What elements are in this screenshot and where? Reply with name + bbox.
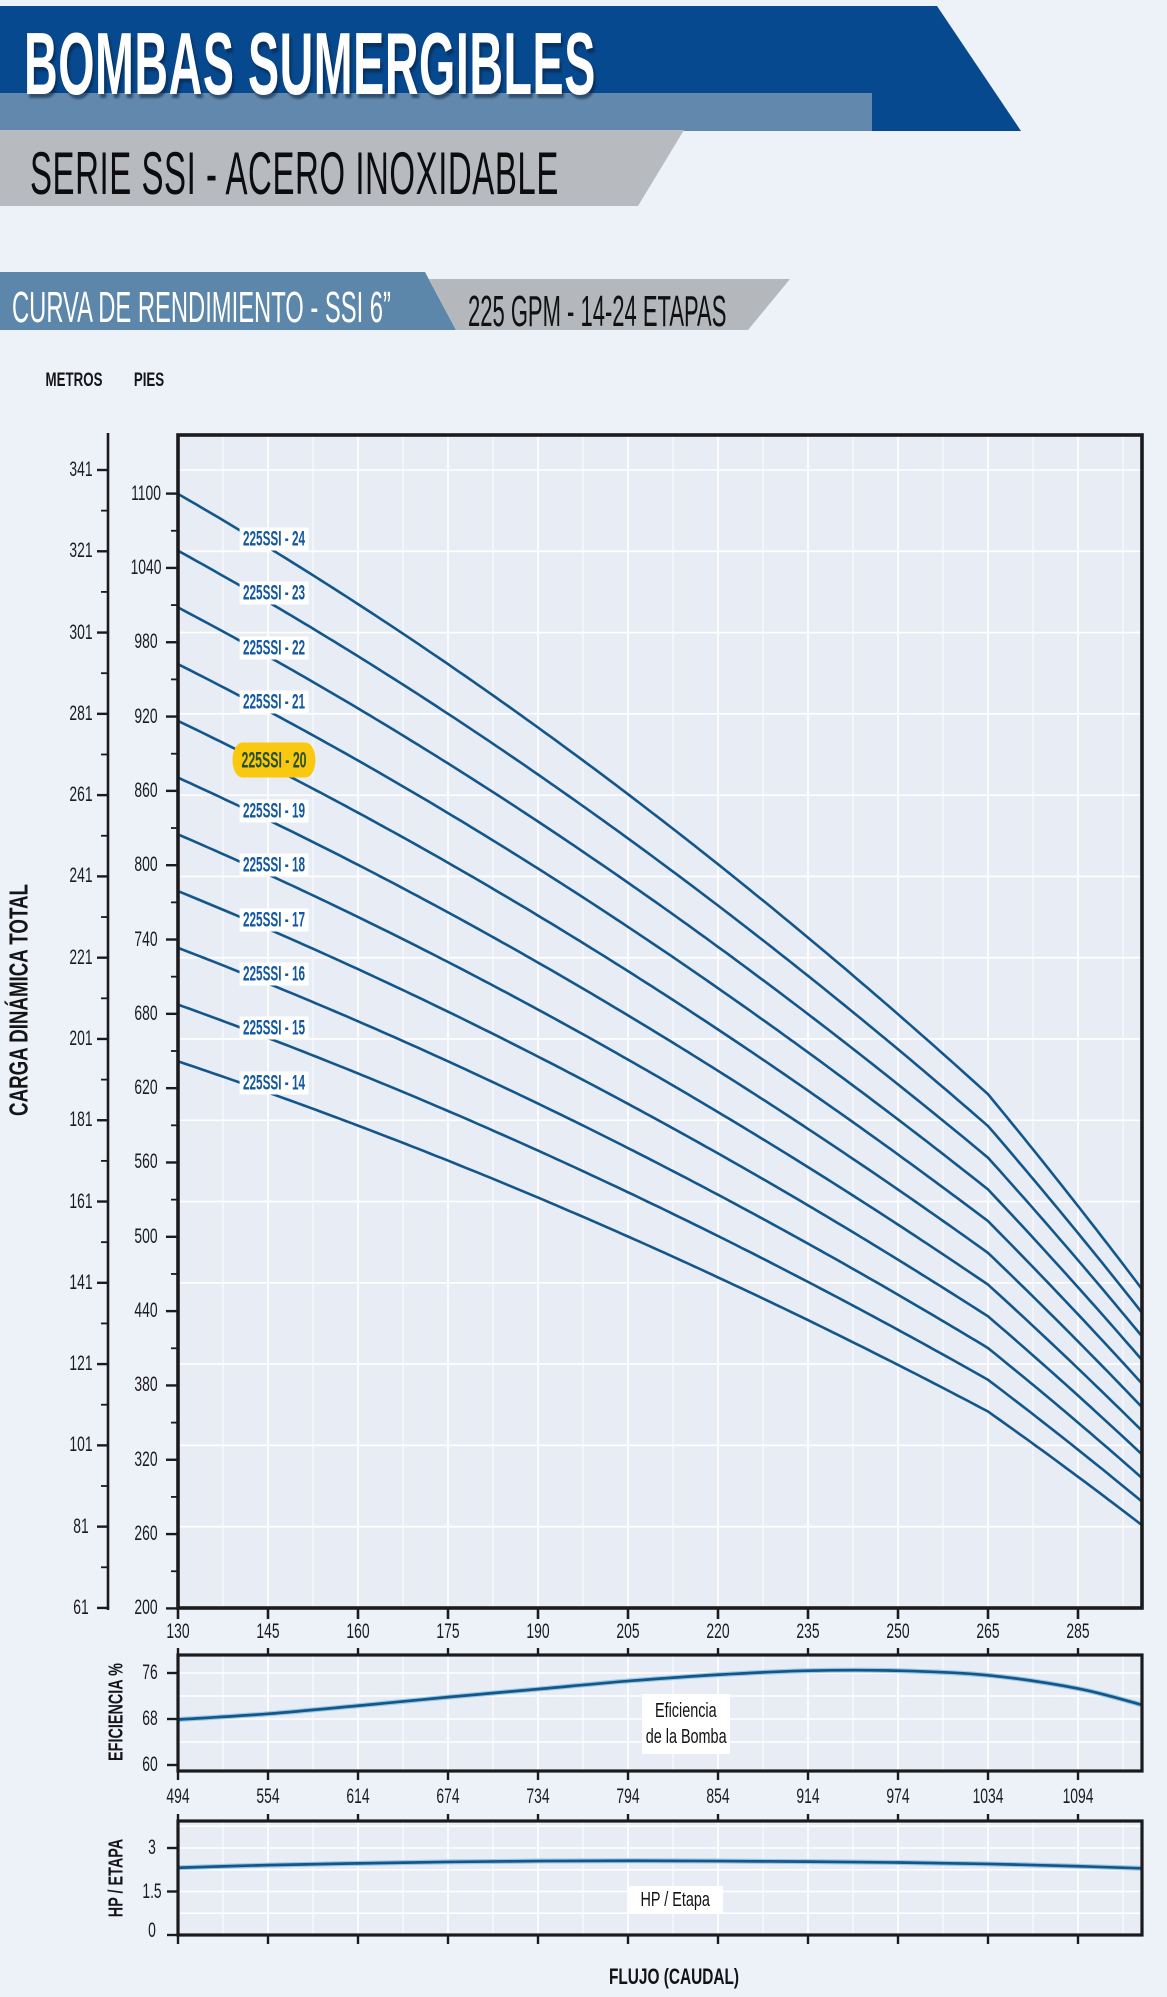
page-subtitle: SERIE SSI - ACERO INOXIDABLE [30,140,559,207]
gpm-tick-label: 145 [256,1620,280,1643]
section-range: 225 GPM - 14-24 ETAPAS [468,287,727,336]
curve-label-20: 225SSI - 20 [232,742,316,778]
header-banner-gray [0,130,684,206]
lpm-tick-label: 554 [256,1785,280,1808]
pies-tick-label: 800 [134,853,158,877]
gpm-tick-label: 130 [166,1620,190,1643]
hp-caption-text: HP / Etapa [640,1889,710,1911]
pies-tick-label: 920 [134,704,158,728]
metros-tick-label: 101 [69,1433,93,1457]
metros-tick-label: 321 [69,539,93,563]
curve-label-15: 225SSI - 15 [239,1016,309,1040]
lpm-tick-label: 974 [886,1785,910,1808]
pies-tick-label: 200 [134,1596,158,1620]
metros-tick-label: 281 [69,701,93,725]
curve-label-24: 225SSI - 24 [239,527,309,551]
main-y-axis-title: CARGA DINÁMICA TOTAL [3,884,34,1116]
metros-tick-label: 181 [69,1108,93,1132]
pies-tick-label: 260 [134,1522,158,1546]
pies-tick-label: 380 [134,1373,158,1397]
metros-tick-label: 341 [69,458,93,481]
metros-tick-label: 141 [69,1270,93,1294]
lpm-tick-label: 1034 [972,1785,1004,1808]
efficiency-caption: Eficiencia de la Bomba [642,1694,730,1754]
metros-tick-label: 61 [73,1595,89,1619]
gpm-tick-label: 220 [706,1620,730,1643]
pies-tick-label: 620 [134,1076,158,1100]
pies-tick-label: 440 [134,1299,158,1323]
page-title: BOMBAS SUMERGIBLES [24,14,596,113]
eff-y-tick-label: 76 [142,1661,158,1684]
curve-label-16: 225SSI - 16 [239,962,309,986]
curve-label-17: 225SSI - 17 [239,908,309,932]
gpm-tick-label: 235 [796,1620,820,1643]
pies-tick-label: 560 [134,1150,158,1174]
curve-label-23: 225SSI - 23 [239,581,309,605]
eff-y-tick-label: 60 [142,1753,158,1776]
metros-tick-label: 241 [69,864,93,888]
metros-tick-label: 121 [69,1352,93,1376]
section-banner-blue [0,272,456,330]
gpm-tick-label: 265 [976,1620,1000,1643]
eff-y-tick-label: 68 [142,1707,158,1730]
gpm-tick-label: 160 [346,1620,370,1643]
pies-tick-label: 740 [134,927,158,951]
efficiency-caption-line1: Eficiencia [655,1700,717,1722]
section-banner-gray [429,279,790,330]
header-steel-band [0,93,872,131]
hp-y-tick-label: 0 [148,1919,156,1942]
metros-tick-label: 261 [69,783,93,807]
lpm-tick-label: 914 [796,1785,820,1808]
metros-tick-label: 221 [69,945,93,969]
hp-caption: HP / Etapa [627,1886,723,1914]
metros-tick-label: 301 [69,620,93,644]
hp-y-tick-label: 3 [148,1836,156,1859]
lpm-tick-label: 674 [436,1785,460,1808]
pies-tick-label: 1100 [131,481,161,505]
gpm-tick-label: 205 [616,1620,640,1643]
hp-y-tick-label: 1.5 [142,1879,162,1903]
pies-tick-label: 500 [134,1224,158,1248]
metros-tick-label: 161 [69,1189,93,1213]
eff-y-axis-title: EFICIENCIA % [105,1663,128,1761]
metros-tick-label: 201 [69,1026,93,1050]
efficiency-caption-line2: de la Bomba [645,1726,727,1748]
gpm-tick-label: 250 [886,1620,910,1643]
metros-axis-heading: METROS [45,370,103,391]
pies-tick-label: 1040 [130,555,162,579]
gpm-tick-label: 175 [436,1620,460,1643]
gpm-tick-label: 285 [1066,1620,1090,1643]
pies-tick-label: 980 [134,630,158,654]
curve-label-21: 225SSI - 21 [239,690,309,714]
curve-label-22: 225SSI - 22 [239,636,309,660]
curve-label-18: 225SSI - 18 [239,853,309,877]
pies-tick-label: 860 [134,778,158,802]
lpm-tick-label: 614 [346,1785,370,1808]
hp-y-axis-title: HP / ETAPA [105,1838,128,1918]
lpm-tick-label: 734 [526,1785,550,1808]
pies-tick-label: 680 [134,1001,158,1025]
pies-tick-label: 320 [134,1447,158,1471]
metros-tick-label: 81 [73,1514,89,1538]
lpm-tick-label: 1094 [1062,1785,1094,1808]
pies-axis-heading: PIES [133,370,165,391]
curve-label-14: 225SSI - 14 [239,1071,309,1095]
section-title: CURVA DE RENDIMIENTO - SSI 6” [12,283,391,332]
lpm-tick-label: 854 [706,1785,730,1808]
lpm-tick-label: 494 [166,1785,190,1808]
x-axis-title: FLUJO (CAUDAL) [608,1964,740,1989]
lpm-tick-label: 794 [616,1785,640,1808]
gpm-tick-label: 190 [526,1620,550,1643]
curve-label-19: 225SSI - 19 [239,799,309,823]
